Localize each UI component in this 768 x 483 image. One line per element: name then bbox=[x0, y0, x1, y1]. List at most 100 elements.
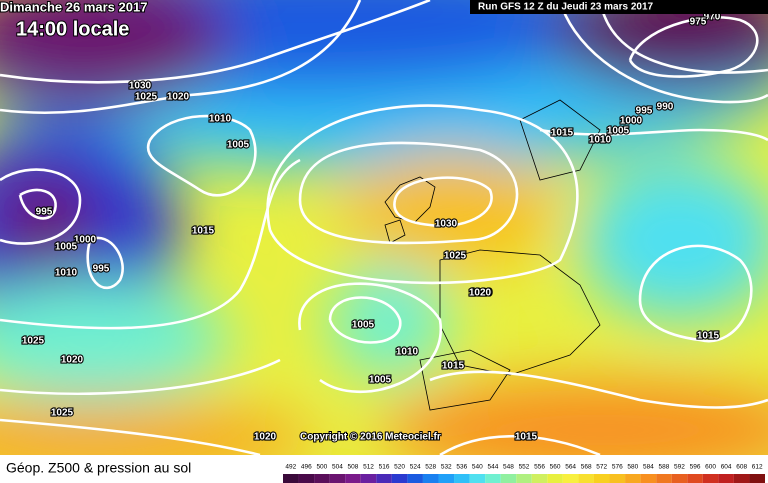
scale-swatch bbox=[454, 474, 470, 483]
scale-label: 532 bbox=[441, 464, 452, 471]
isobar-label: 1005 bbox=[55, 242, 78, 253]
scale-swatch bbox=[625, 474, 641, 483]
scale-swatch bbox=[500, 474, 517, 483]
isobar-label: 1015 bbox=[697, 331, 720, 342]
isobars bbox=[0, 0, 768, 455]
scale-swatch bbox=[298, 474, 315, 483]
scale-swatch bbox=[593, 474, 610, 483]
isobar-label: 1020 bbox=[469, 288, 492, 299]
scale-label: 560 bbox=[550, 464, 561, 471]
scale-label: 592 bbox=[674, 464, 685, 471]
scale-label: 576 bbox=[612, 464, 623, 471]
copyright: Copyright © 2016 Meteociel.fr bbox=[300, 432, 441, 443]
scale-label: 588 bbox=[659, 464, 670, 471]
scale-label: 568 bbox=[581, 464, 592, 471]
isobar-label: 1010 bbox=[396, 347, 419, 358]
scale-label: 524 bbox=[410, 464, 421, 471]
date-title: Dimanche 26 mars 2017 bbox=[0, 0, 147, 14]
coastlines bbox=[384, 99, 601, 411]
isobar-label: 990 bbox=[657, 102, 674, 113]
isobar-label: 1030 bbox=[129, 81, 152, 92]
isobar-label: 1020 bbox=[470, 288, 493, 299]
isobar-label: 1005 bbox=[607, 126, 630, 137]
isobar-label: 1010 bbox=[589, 135, 612, 146]
scale-swatch bbox=[749, 474, 765, 483]
isobar-label: 995 bbox=[636, 106, 653, 117]
scale-label: 520 bbox=[394, 464, 405, 471]
isobar-label: 1000 bbox=[74, 235, 97, 246]
isobar-label: 1020 bbox=[254, 432, 277, 443]
scale-swatch bbox=[516, 474, 532, 483]
scale-swatch bbox=[718, 474, 734, 483]
scale-label: 496 bbox=[301, 464, 312, 471]
scale-label: 540 bbox=[472, 464, 483, 471]
scale-label: 612 bbox=[752, 464, 763, 471]
isobar-label: 1015 bbox=[551, 128, 574, 139]
scale-label: 580 bbox=[627, 464, 638, 471]
scale-label: 564 bbox=[565, 464, 576, 471]
scale-label: 492 bbox=[285, 464, 296, 471]
scale-label: 500 bbox=[316, 464, 327, 471]
scale-swatch bbox=[485, 474, 501, 483]
isobar-label: 1025 bbox=[135, 92, 158, 103]
scale-swatch bbox=[329, 474, 346, 483]
scale-swatch bbox=[640, 474, 657, 483]
scale-swatch bbox=[407, 474, 423, 483]
scale-label: 544 bbox=[487, 464, 498, 471]
isobar-label: 1005 bbox=[227, 140, 250, 151]
scale-swatch bbox=[702, 474, 719, 483]
scale-swatch bbox=[438, 474, 455, 483]
scale-label: 508 bbox=[348, 464, 359, 471]
scale-swatch bbox=[469, 474, 486, 483]
isobar-label: 1005 bbox=[369, 375, 392, 386]
scale-label: 556 bbox=[534, 464, 545, 471]
isobar-label: 1000 bbox=[620, 116, 643, 127]
run-info: Run GFS 12 Z du Jeudi 23 mars 2017 bbox=[478, 2, 654, 13]
scale-label: 608 bbox=[736, 464, 747, 471]
scale-swatch bbox=[578, 474, 594, 483]
caption: Géop. Z500 & pression au sol bbox=[6, 460, 191, 476]
color-scale: 492 496 500 504 508 512 516 520 524 528 532 536 540 5… bbox=[283, 464, 765, 483]
scale-swatch bbox=[376, 474, 392, 483]
scale-swatch bbox=[547, 474, 563, 483]
isobar-label: 1005 bbox=[352, 320, 375, 331]
scale-swatch bbox=[422, 474, 439, 483]
scale-swatch bbox=[283, 474, 299, 483]
isobar-label: 995 bbox=[36, 207, 53, 218]
scale-label: 536 bbox=[456, 464, 467, 471]
scale-swatch bbox=[531, 474, 548, 483]
scale-label: 516 bbox=[379, 464, 390, 471]
isobar-label: 1025 bbox=[22, 336, 45, 347]
isobar-label: 995 bbox=[93, 264, 110, 275]
scale-label: 604 bbox=[721, 464, 732, 471]
isobar-label: 1025 bbox=[51, 408, 74, 419]
isobar-label: 1015 bbox=[442, 361, 465, 372]
isobar-label: 1025 bbox=[444, 251, 467, 262]
run-banner bbox=[470, 0, 768, 14]
scale-label: 528 bbox=[425, 464, 436, 471]
scale-label: 504 bbox=[332, 464, 343, 471]
scale-swatch bbox=[733, 474, 750, 483]
isobar-label: 975 bbox=[690, 17, 707, 28]
scale-label: 548 bbox=[503, 464, 514, 471]
local-time: 14:00 locale bbox=[16, 18, 129, 40]
isobar-label: 1020 bbox=[61, 355, 84, 366]
scale-swatch bbox=[391, 474, 408, 483]
scale-label: 584 bbox=[643, 464, 654, 471]
scale-swatch bbox=[562, 474, 579, 483]
scale-swatch bbox=[345, 474, 361, 483]
isobar-label: 1015 bbox=[515, 432, 538, 443]
scale-swatch bbox=[671, 474, 688, 483]
scale-swatch bbox=[656, 474, 672, 483]
isobar-label: 1010 bbox=[209, 114, 232, 125]
isobar-label: 1020 bbox=[167, 92, 190, 103]
scale-swatch bbox=[314, 474, 330, 483]
isobar-label: 1010 bbox=[55, 268, 78, 279]
scale-label: 552 bbox=[519, 464, 530, 471]
scale-swatch bbox=[360, 474, 377, 483]
scale-label: 572 bbox=[596, 464, 607, 471]
isobar-label: 1030 bbox=[435, 219, 458, 230]
